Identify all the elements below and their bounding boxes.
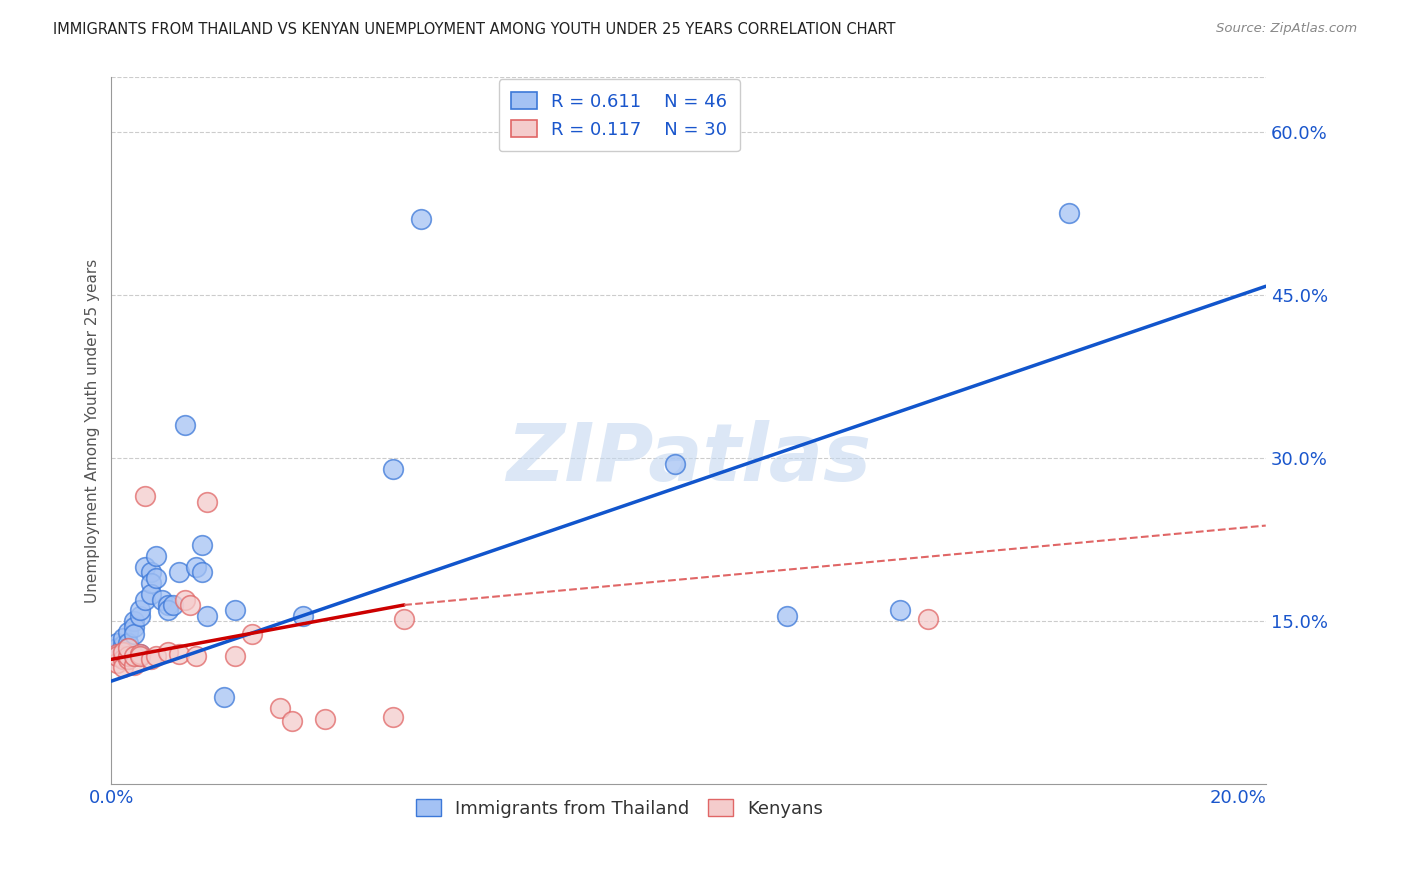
Text: IMMIGRANTS FROM THAILAND VS KENYAN UNEMPLOYMENT AMONG YOUTH UNDER 25 YEARS CORRE: IMMIGRANTS FROM THAILAND VS KENYAN UNEMP… [53,22,896,37]
Point [314,712,336,726]
Point [128,649,150,664]
Point [184,649,207,664]
Point [117,647,139,661]
Point [111,645,134,659]
Point [111,652,134,666]
Point [156,645,179,659]
Point [111,638,134,652]
Point [392,612,415,626]
Point [111,645,134,659]
Point [224,603,246,617]
Point [139,576,162,591]
Point [122,627,145,641]
Point [162,598,184,612]
Point [105,649,128,664]
Point [179,598,201,612]
Point [111,631,134,645]
Point [150,592,173,607]
Point [190,538,212,552]
Point [145,649,167,664]
Point [105,647,128,661]
Point [156,598,179,612]
Point [105,649,128,664]
Point [122,657,145,672]
Y-axis label: Unemployment Among Youth under 25 years: Unemployment Among Youth under 25 years [86,259,100,603]
Point [269,701,291,715]
Point [128,608,150,623]
Point [117,649,139,664]
Point [664,457,686,471]
Point [128,603,150,617]
Point [381,462,404,476]
Point [105,636,128,650]
Point [117,641,139,656]
Point [280,714,302,729]
Point [117,636,139,650]
Point [139,652,162,666]
Point [139,566,162,580]
Point [111,649,134,664]
Point [145,549,167,563]
Point [1057,206,1080,220]
Point [195,494,218,508]
Point [776,608,799,623]
Point [190,566,212,580]
Point [134,560,156,574]
Text: ZIPatlas: ZIPatlas [506,420,872,499]
Point [122,649,145,664]
Point [212,690,235,705]
Point [105,656,128,670]
Point [128,647,150,661]
Point [145,571,167,585]
Point [139,587,162,601]
Point [291,608,314,623]
Point [411,211,433,226]
Point [111,652,134,666]
Point [134,592,156,607]
Point [122,620,145,634]
Point [167,566,190,580]
Point [117,625,139,640]
Point [111,660,134,674]
Point [117,652,139,666]
Point [134,489,156,503]
Point [240,627,263,641]
Point [117,641,139,656]
Text: Source: ZipAtlas.com: Source: ZipAtlas.com [1216,22,1357,36]
Point [167,647,190,661]
Point [917,612,939,626]
Point [128,647,150,661]
Point [889,603,911,617]
Legend: Immigrants from Thailand, Kenyans: Immigrants from Thailand, Kenyans [408,791,831,825]
Point [224,649,246,664]
Point [184,560,207,574]
Point [128,649,150,664]
Point [195,608,218,623]
Point [173,418,195,433]
Point [381,710,404,724]
Point [173,592,195,607]
Point [156,603,179,617]
Point [117,652,139,666]
Point [122,614,145,628]
Point [105,641,128,656]
